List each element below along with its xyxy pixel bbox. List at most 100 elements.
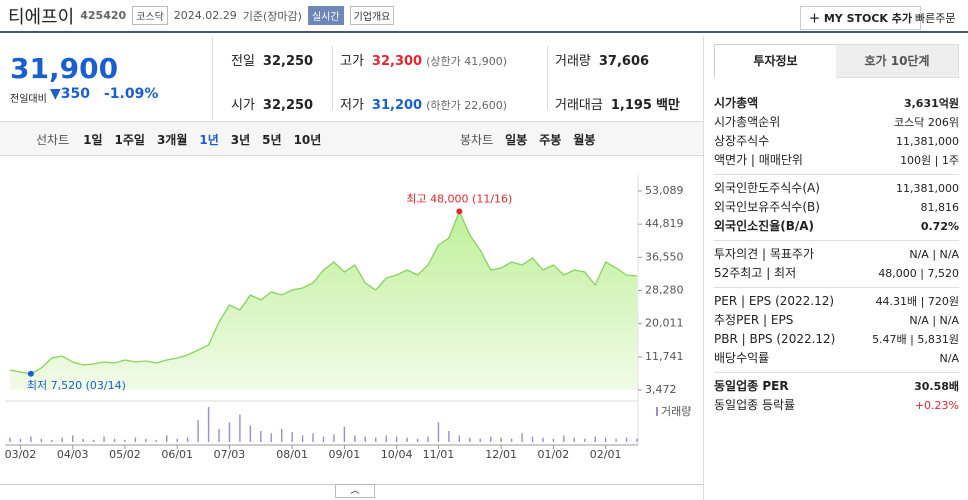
info-row: 52주최고 | 최저 48,000 | 7,520 xyxy=(714,264,959,283)
tab-title: 선차트 xyxy=(36,133,70,147)
info-label: 투자의견 | 목표주가 xyxy=(714,247,814,261)
info-label: 동일업종 PER xyxy=(714,379,789,393)
info-value: 3,631억원 xyxy=(903,97,959,110)
volume-bar xyxy=(249,425,252,442)
stat: 거래량 37,606 xyxy=(555,50,653,69)
info-section: 투자의견 | 목표주가 N/A | N/A 52주최고 | 최저 48,000 | 7… xyxy=(714,240,959,287)
stats: 전일 32,250 고가 32,300 (상한가 41,900) 거래량 37,606 시가 3… xyxy=(213,36,703,120)
volume-bar xyxy=(82,438,84,442)
info-value: 48,000 | 7,520 xyxy=(878,267,959,280)
info-tab[interactable]: 호가 10단계 xyxy=(836,44,959,78)
volume-bar xyxy=(531,436,534,442)
x-tick-label: 11/01 xyxy=(423,448,455,461)
volume-bar xyxy=(490,436,492,442)
market-badge: 코스닥 xyxy=(132,6,168,25)
y-tick-label: 11,741 xyxy=(645,350,684,363)
volume-bar xyxy=(604,437,607,442)
volume-bar xyxy=(9,437,11,442)
volume-bar xyxy=(40,438,43,442)
quick-order[interactable]: 빠른주문 xyxy=(915,12,956,25)
info-value: 81,816 xyxy=(920,201,960,214)
volume-bar xyxy=(625,437,628,442)
info-value: 100원 | 1주 xyxy=(900,154,959,167)
volume-bar xyxy=(176,438,178,442)
period-tab[interactable]: 10년 xyxy=(293,133,322,147)
my-stock-button[interactable]: ＋ MY STOCK 추가 xyxy=(800,6,922,30)
x-tick-label: 06/01 xyxy=(161,448,193,461)
chart: 3,472 11,741 20,011 28,280 36,550 44,819 53,08… xyxy=(5,175,691,461)
volume-bar xyxy=(479,438,481,442)
info-section: 동일업종 PER 30.58배 동일업종 등락률 +0.23% xyxy=(714,372,959,419)
stat-value: 31,200 xyxy=(371,98,423,113)
x-tick-label: 12/01 xyxy=(485,448,517,461)
period-tab[interactable]: 1주일 xyxy=(114,133,145,147)
info-value: N/A | N/A xyxy=(909,248,959,261)
company-info[interactable]: 기업개요 xyxy=(349,6,395,25)
info-tab[interactable]: 투자정보 xyxy=(714,44,837,78)
volume-bar xyxy=(552,438,555,442)
volume-bar xyxy=(333,434,335,442)
x-tick-label: 03/02 xyxy=(5,448,37,461)
info-label: 52주최고 | 최저 xyxy=(714,266,797,280)
info-label: 상장주식수 xyxy=(714,134,770,148)
info-value: +0.23% xyxy=(914,399,959,412)
volume-bar xyxy=(207,407,210,442)
info-row: 추정PER | EPS N/A | N/A xyxy=(714,311,959,330)
stat-label: 거래량 xyxy=(555,54,591,69)
volume-bar xyxy=(228,422,231,442)
stat: 거래대금 1,195 백만 xyxy=(555,94,680,113)
header: 티에프이 425420 코스닥 2024.02.29 기준(장마감) 실시간 기… xyxy=(0,0,968,33)
candle-tab[interactable]: 주봉 xyxy=(539,133,562,147)
volume-bar xyxy=(542,437,544,442)
period-tab[interactable]: 1년 xyxy=(199,133,219,147)
current-price: 31,900 xyxy=(10,52,119,85)
y-tick-label: 3,472 xyxy=(645,383,677,396)
collapse-button[interactable]: ︿ xyxy=(335,484,375,498)
stat: 고가 32,300 (상한가 41,900) xyxy=(340,50,507,69)
volume-bar xyxy=(92,439,95,442)
info-value: 11,381,000 xyxy=(896,135,959,148)
volume-bar xyxy=(594,436,596,442)
stat-note: (상한가 41,900) xyxy=(426,55,508,68)
info-value: 5.47배 | 5,831원 xyxy=(872,333,959,346)
my-stock-text: MY STOCK 추가 xyxy=(823,12,913,25)
volume-bar xyxy=(113,438,116,442)
info-body: 시가총액 3,631억원 시가총액순위 코스닥 206위 상장주식수 11,381,000… xyxy=(714,90,959,419)
stat-value: 32,300 xyxy=(371,54,423,69)
volume-bar xyxy=(291,432,293,442)
volume-bar xyxy=(510,438,513,442)
candle-tab[interactable]: 월봉 xyxy=(573,133,596,147)
stat: 시가 32,250 xyxy=(231,94,317,113)
candle-tab[interactable]: 일봉 xyxy=(505,133,528,147)
volume-bar xyxy=(636,438,638,442)
period-tab[interactable]: 1일 xyxy=(83,133,103,147)
max-label: 최고 48,000 (11/16) xyxy=(406,192,512,205)
volume-bar xyxy=(312,433,314,442)
volume-bar xyxy=(364,436,366,442)
period-tab[interactable]: 5년 xyxy=(262,133,282,147)
candle-tabs: 봉차트 일봉 주봉 월봉 xyxy=(460,131,607,148)
y-tick-label: 20,011 xyxy=(645,317,684,330)
line xyxy=(9,209,638,375)
date: 2024.02.29 xyxy=(173,9,237,22)
volume-bar xyxy=(72,435,74,442)
x-tick-label: 09/01 xyxy=(329,448,361,461)
area xyxy=(10,211,637,390)
volume-bar xyxy=(30,436,32,442)
period-tab[interactable]: 3개월 xyxy=(156,133,188,147)
x-tick-label: 07/03 xyxy=(214,448,246,461)
x-tick-label: 01/02 xyxy=(538,448,570,461)
stat-note: (하한가 22,600) xyxy=(426,99,508,112)
stat-value: 32,250 xyxy=(262,98,314,113)
volume-bar xyxy=(19,438,22,442)
min-marker xyxy=(27,370,34,377)
volume-bar xyxy=(186,437,189,442)
change-pct: -1.09% xyxy=(104,86,159,102)
info-label: PER | EPS (2022.12) xyxy=(714,294,835,308)
volume-legend-key xyxy=(656,407,658,416)
period-tab[interactable]: 3년 xyxy=(230,133,251,147)
x-tick-label: 08/01 xyxy=(276,448,308,461)
info-row: 액면가 | 매매단위 100원 | 1주 xyxy=(714,151,959,170)
volume-bar xyxy=(166,435,168,442)
volume-bar xyxy=(563,435,565,442)
